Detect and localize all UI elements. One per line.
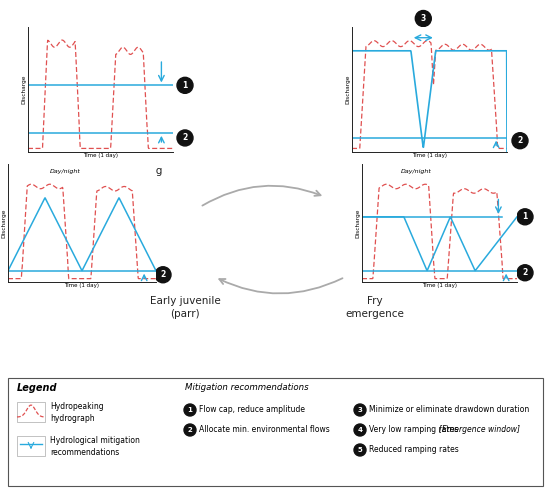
Circle shape [184,424,196,436]
Circle shape [517,265,533,281]
Text: 2: 2 [522,268,527,277]
Text: Egg incubation and
alevins: Egg incubation and alevins [402,170,503,193]
Text: 1: 1 [522,213,527,221]
X-axis label: Time (1 day): Time (1 day) [422,283,457,288]
X-axis label: Time (1 day): Time (1 day) [83,154,118,158]
Text: 5: 5 [69,221,75,230]
Y-axis label: Discharge: Discharge [355,208,360,238]
Y-axis label: Discharge: Discharge [21,75,26,104]
Circle shape [354,404,366,416]
Y-axis label: Discharge: Discharge [345,75,350,104]
Text: Legend: Legend [17,383,58,393]
Text: Hydropeaking
hydrograph: Hydropeaking hydrograph [50,402,103,423]
FancyBboxPatch shape [17,402,45,422]
Circle shape [155,267,171,283]
Circle shape [354,424,366,436]
Text: Minimize or eliminate drawdown duration: Minimize or eliminate drawdown duration [369,405,529,414]
Text: Early juvenile
(parr): Early juvenile (parr) [150,296,221,319]
Circle shape [517,209,533,225]
Circle shape [354,444,366,456]
Text: Day/night: Day/night [50,169,80,174]
Text: Reduced ramping rates: Reduced ramping rates [369,445,459,455]
Circle shape [184,404,196,416]
X-axis label: Time (1 day): Time (1 day) [412,154,447,158]
FancyBboxPatch shape [17,436,45,456]
FancyBboxPatch shape [8,378,543,486]
Text: Migration and spawning: Migration and spawning [37,166,163,176]
Text: Day/night: Day/night [401,169,432,174]
Text: Mitigation recommendations: Mitigation recommendations [185,383,309,392]
Text: 3: 3 [421,14,426,23]
X-axis label: Time (1 day): Time (1 day) [64,283,100,288]
Text: Fry
emergence: Fry emergence [345,296,404,319]
Text: Hydrological mitigation
recommendations: Hydrological mitigation recommendations [50,436,140,457]
Text: 5: 5 [358,447,362,453]
Circle shape [177,130,193,146]
Text: 4: 4 [442,223,447,232]
Circle shape [177,77,193,93]
Text: 2: 2 [183,133,188,143]
Circle shape [64,217,80,233]
Circle shape [415,10,431,27]
Text: 2: 2 [188,427,192,433]
Text: [Emergence window]: [Emergence window] [439,426,520,434]
Text: 2: 2 [518,136,522,145]
Text: 1: 1 [183,81,188,90]
Text: Flow cap, reduce amplitude: Flow cap, reduce amplitude [199,405,305,414]
Text: 2: 2 [161,270,166,279]
Y-axis label: Discharge: Discharge [1,208,6,238]
Text: 4: 4 [358,427,362,433]
Circle shape [437,219,453,236]
Text: Very low ramping rates: Very low ramping rates [369,426,461,434]
Text: Allocate min. environmental flows: Allocate min. environmental flows [199,426,330,434]
Text: 1: 1 [188,407,192,413]
Circle shape [512,133,528,149]
Text: 3: 3 [358,407,362,413]
